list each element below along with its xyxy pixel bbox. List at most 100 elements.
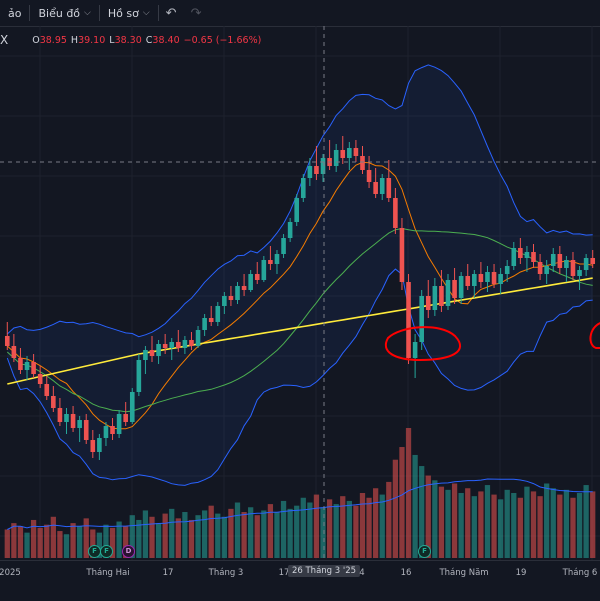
event-marker-d[interactable]: D xyxy=(122,545,135,558)
candle-body xyxy=(136,360,142,392)
x-tick-label: 17 xyxy=(278,568,290,578)
annotation-circle xyxy=(385,326,462,362)
volume-bar xyxy=(445,489,451,558)
candle-body xyxy=(366,170,372,182)
candle-body xyxy=(419,296,424,342)
volume-bar xyxy=(576,493,583,558)
toolbar-separator xyxy=(157,5,159,21)
profile-menu-button[interactable]: Hồ sơ ⌵ xyxy=(100,0,158,26)
volume-bar xyxy=(373,488,379,558)
candle-body xyxy=(156,344,161,356)
low-label: L xyxy=(109,34,115,46)
candle-body xyxy=(550,254,556,266)
volume-bar xyxy=(405,428,412,558)
volume-bar xyxy=(294,505,300,558)
bollinger-upper-line xyxy=(6,64,593,338)
candle-body xyxy=(406,282,411,358)
candle-body xyxy=(143,350,148,360)
candle-body xyxy=(439,286,444,306)
volume-bar xyxy=(30,519,37,558)
candle-body xyxy=(202,318,207,330)
volume-bar xyxy=(267,504,274,558)
volume-bar xyxy=(465,488,471,558)
undo-icon[interactable]: ↶ xyxy=(165,5,177,21)
candle-body xyxy=(274,254,280,264)
volume-bar xyxy=(96,532,103,558)
volume-bar xyxy=(254,515,260,558)
event-marker-f[interactable]: F xyxy=(418,545,431,558)
volume-bar xyxy=(123,526,129,558)
candle-body xyxy=(37,374,43,384)
candle-body xyxy=(564,260,569,268)
x-tick-label: Tháng Năm xyxy=(439,568,489,578)
bollinger-lower-line xyxy=(6,268,593,486)
candle-body xyxy=(281,238,286,254)
candle-body xyxy=(228,296,234,300)
candle-body xyxy=(4,336,10,346)
volume-bar xyxy=(425,475,431,558)
candle-body xyxy=(478,274,484,282)
volume-bar xyxy=(524,486,530,558)
volume-bar xyxy=(228,508,234,558)
candle-body xyxy=(590,258,596,264)
volume-bar xyxy=(333,504,339,558)
volume-bar xyxy=(478,491,484,558)
price-chart[interactable] xyxy=(0,26,600,560)
candle-body xyxy=(149,350,155,356)
redo-icon[interactable]: ↷ xyxy=(190,5,202,21)
volume-bar xyxy=(346,500,352,558)
volume-bar xyxy=(412,454,418,558)
volume-bar xyxy=(90,529,96,558)
candle-body xyxy=(432,286,438,310)
candle-body xyxy=(83,420,89,440)
candle-body xyxy=(472,274,477,286)
candle-body xyxy=(11,346,17,358)
candle-body xyxy=(531,252,536,262)
volume-bar xyxy=(155,523,162,558)
toolbar-item-partial[interactable]: ảo xyxy=(0,0,29,26)
volume-bar xyxy=(550,488,556,558)
volume-bar xyxy=(530,491,537,558)
volume-bar xyxy=(195,515,201,558)
event-marker-f[interactable]: F xyxy=(100,545,113,558)
close-value: 38.40 xyxy=(152,34,180,46)
volume-bar xyxy=(451,483,458,558)
candle-body xyxy=(353,148,359,156)
candle-body xyxy=(129,392,135,422)
candle-body xyxy=(169,342,175,348)
volume-bar xyxy=(103,524,109,558)
candle-body xyxy=(570,260,576,276)
time-axis[interactable]: 2025 Tháng Hai 17 Tháng 3 17 26 Tháng 3 … xyxy=(0,560,600,601)
ma-orange-line xyxy=(6,161,593,430)
toolbar-item-partial-label: ảo xyxy=(8,6,22,20)
volume-bar xyxy=(17,526,24,558)
volume-bar xyxy=(590,491,596,558)
candle-body xyxy=(347,148,352,158)
candle-body xyxy=(373,182,378,194)
volume-bar xyxy=(313,494,320,558)
chart-menu-button[interactable]: Biểu đồ ⌵ xyxy=(30,0,98,26)
volume-bar xyxy=(24,532,30,558)
volume-bar xyxy=(379,494,385,558)
volume-bar xyxy=(557,494,563,558)
open-value: 38.95 xyxy=(39,34,67,46)
volume-bar xyxy=(419,466,425,558)
volume-bar xyxy=(570,497,576,558)
volume-bar xyxy=(77,526,83,558)
x-tick-label: 19 xyxy=(515,568,527,578)
volume-bar xyxy=(392,459,399,558)
candle-body xyxy=(307,166,313,178)
volume-bar xyxy=(491,494,497,558)
x-tick-label: 2025 xyxy=(0,568,21,578)
candle-body xyxy=(24,362,30,370)
candle-body xyxy=(577,270,582,276)
volume-bar xyxy=(353,505,359,558)
candle-body xyxy=(557,254,563,268)
x-tick-label: Tháng Hai xyxy=(86,568,130,578)
change-value: −0.65 (−1.66%) xyxy=(183,34,262,46)
volume-bar xyxy=(386,481,392,558)
volume-bar xyxy=(537,496,543,558)
candle-body xyxy=(485,272,490,282)
chart-menu-label: Biểu đồ xyxy=(38,6,81,20)
candle-body xyxy=(425,296,431,310)
